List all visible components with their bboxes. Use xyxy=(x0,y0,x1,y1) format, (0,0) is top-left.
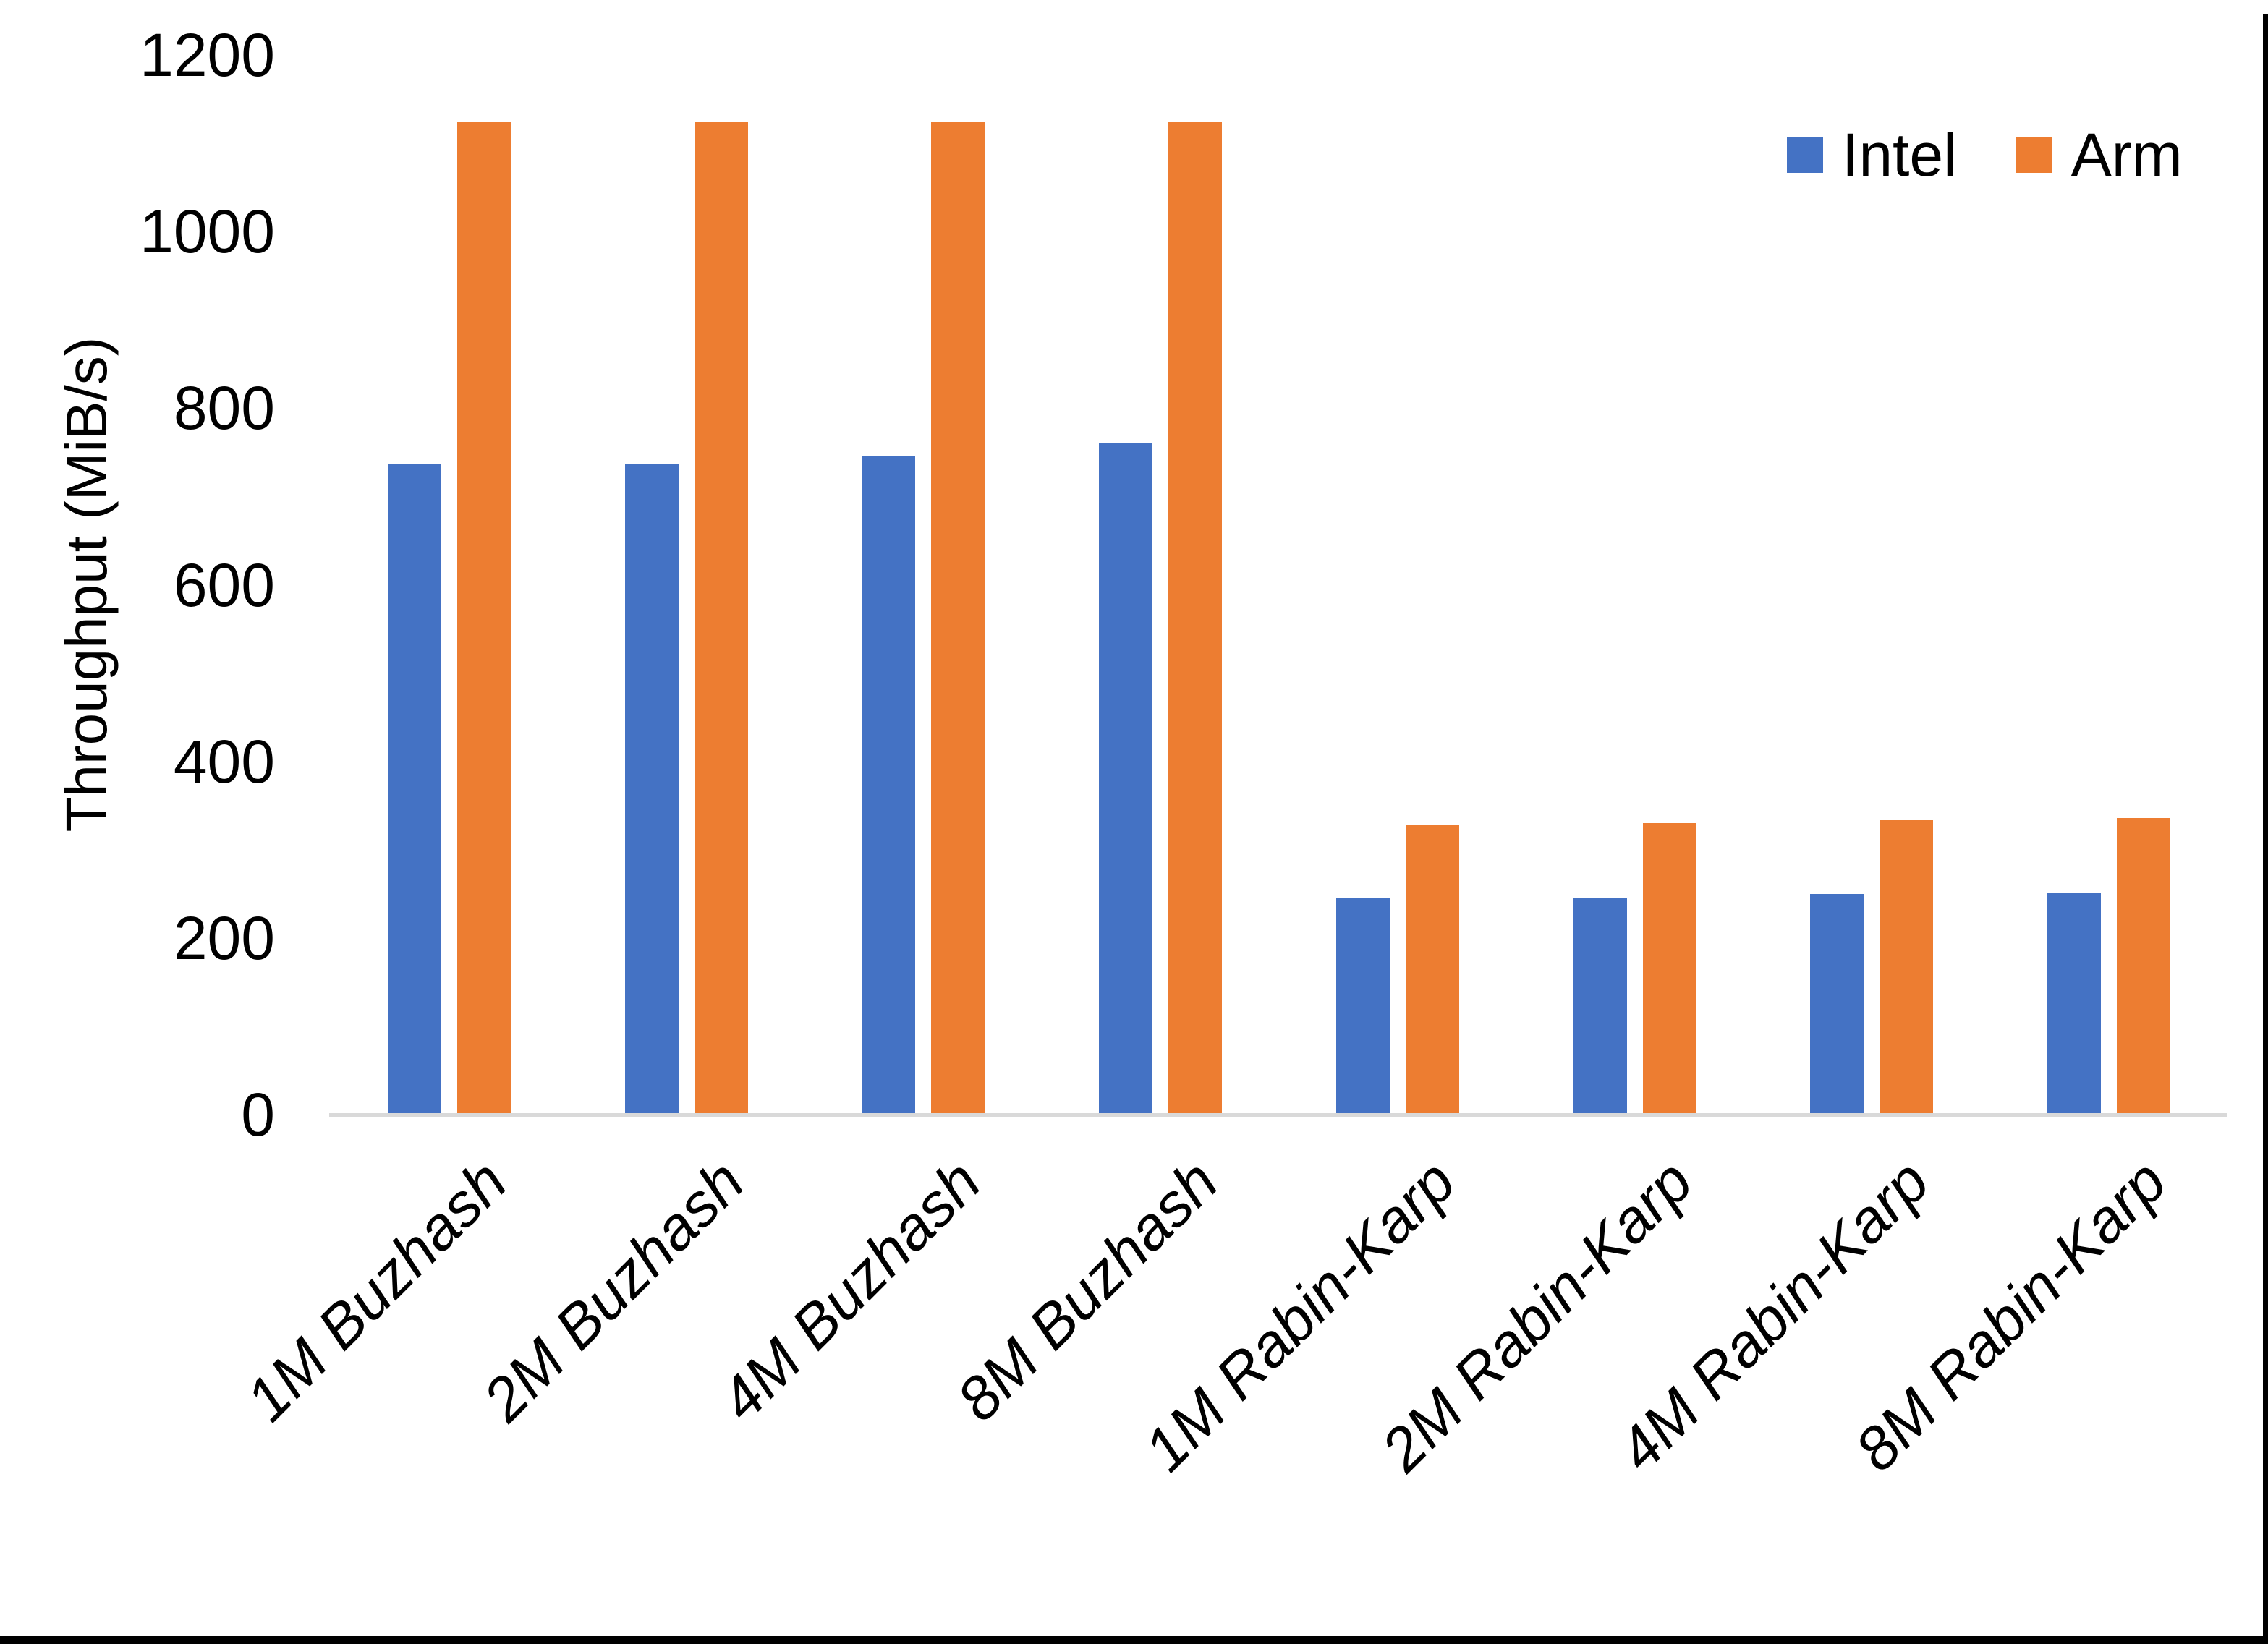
legend: Intel Arm xyxy=(1787,124,2183,185)
bar-intel-2m-rabin-karp xyxy=(1573,897,1627,1115)
arm-legend-label: Arm xyxy=(2070,121,2183,189)
legend-item-arm: Arm xyxy=(2016,124,2183,185)
bar-intel-4m-rabin-karp xyxy=(1810,893,1864,1115)
y-tick-label-600: 600 xyxy=(173,550,275,619)
bar-arm-1m-buzhash xyxy=(456,121,511,1115)
bar-arm-1m-rabin-karp xyxy=(1405,825,1459,1115)
y-axis-title: Throughput (MiB/s) xyxy=(54,336,119,832)
intel-series-swatch xyxy=(1787,137,1823,173)
window-border-right xyxy=(2263,14,2268,1644)
bar-intel-8m-buzhash xyxy=(1099,443,1153,1115)
bar-intel-2m-buzhash xyxy=(624,464,679,1115)
bar-intel-1m-buzhash xyxy=(387,464,441,1115)
y-tick-label-400: 400 xyxy=(173,727,275,796)
window-border-bottom xyxy=(0,1636,2268,1644)
legend-item-intel: Intel xyxy=(1787,124,1957,185)
x-axis-line xyxy=(329,1113,2227,1117)
y-tick-label-1000: 1000 xyxy=(140,197,275,266)
bar-arm-2m-buzhash xyxy=(694,121,748,1115)
y-tick-label-1200: 1200 xyxy=(140,21,275,89)
bar-arm-2m-rabin-karp xyxy=(1642,823,1696,1115)
y-tick-label-800: 800 xyxy=(173,374,275,443)
bar-arm-4m-rabin-karp xyxy=(1880,820,1934,1115)
bar-intel-8m-rabin-karp xyxy=(2047,893,2102,1115)
bar-arm-8m-rabin-karp xyxy=(2117,817,2171,1115)
bar-intel-4m-buzhash xyxy=(862,456,916,1115)
bar-arm-4m-buzhash xyxy=(931,121,985,1115)
y-tick-label-0: 0 xyxy=(241,1081,275,1149)
plot-area xyxy=(331,55,2227,1115)
bar-arm-8m-buzhash xyxy=(1168,121,1223,1115)
bar-intel-1m-rabin-karp xyxy=(1335,898,1390,1115)
arm-series-swatch xyxy=(2016,137,2052,173)
y-tick-label-200: 200 xyxy=(173,903,275,972)
intel-legend-label: Intel xyxy=(1842,121,1957,189)
